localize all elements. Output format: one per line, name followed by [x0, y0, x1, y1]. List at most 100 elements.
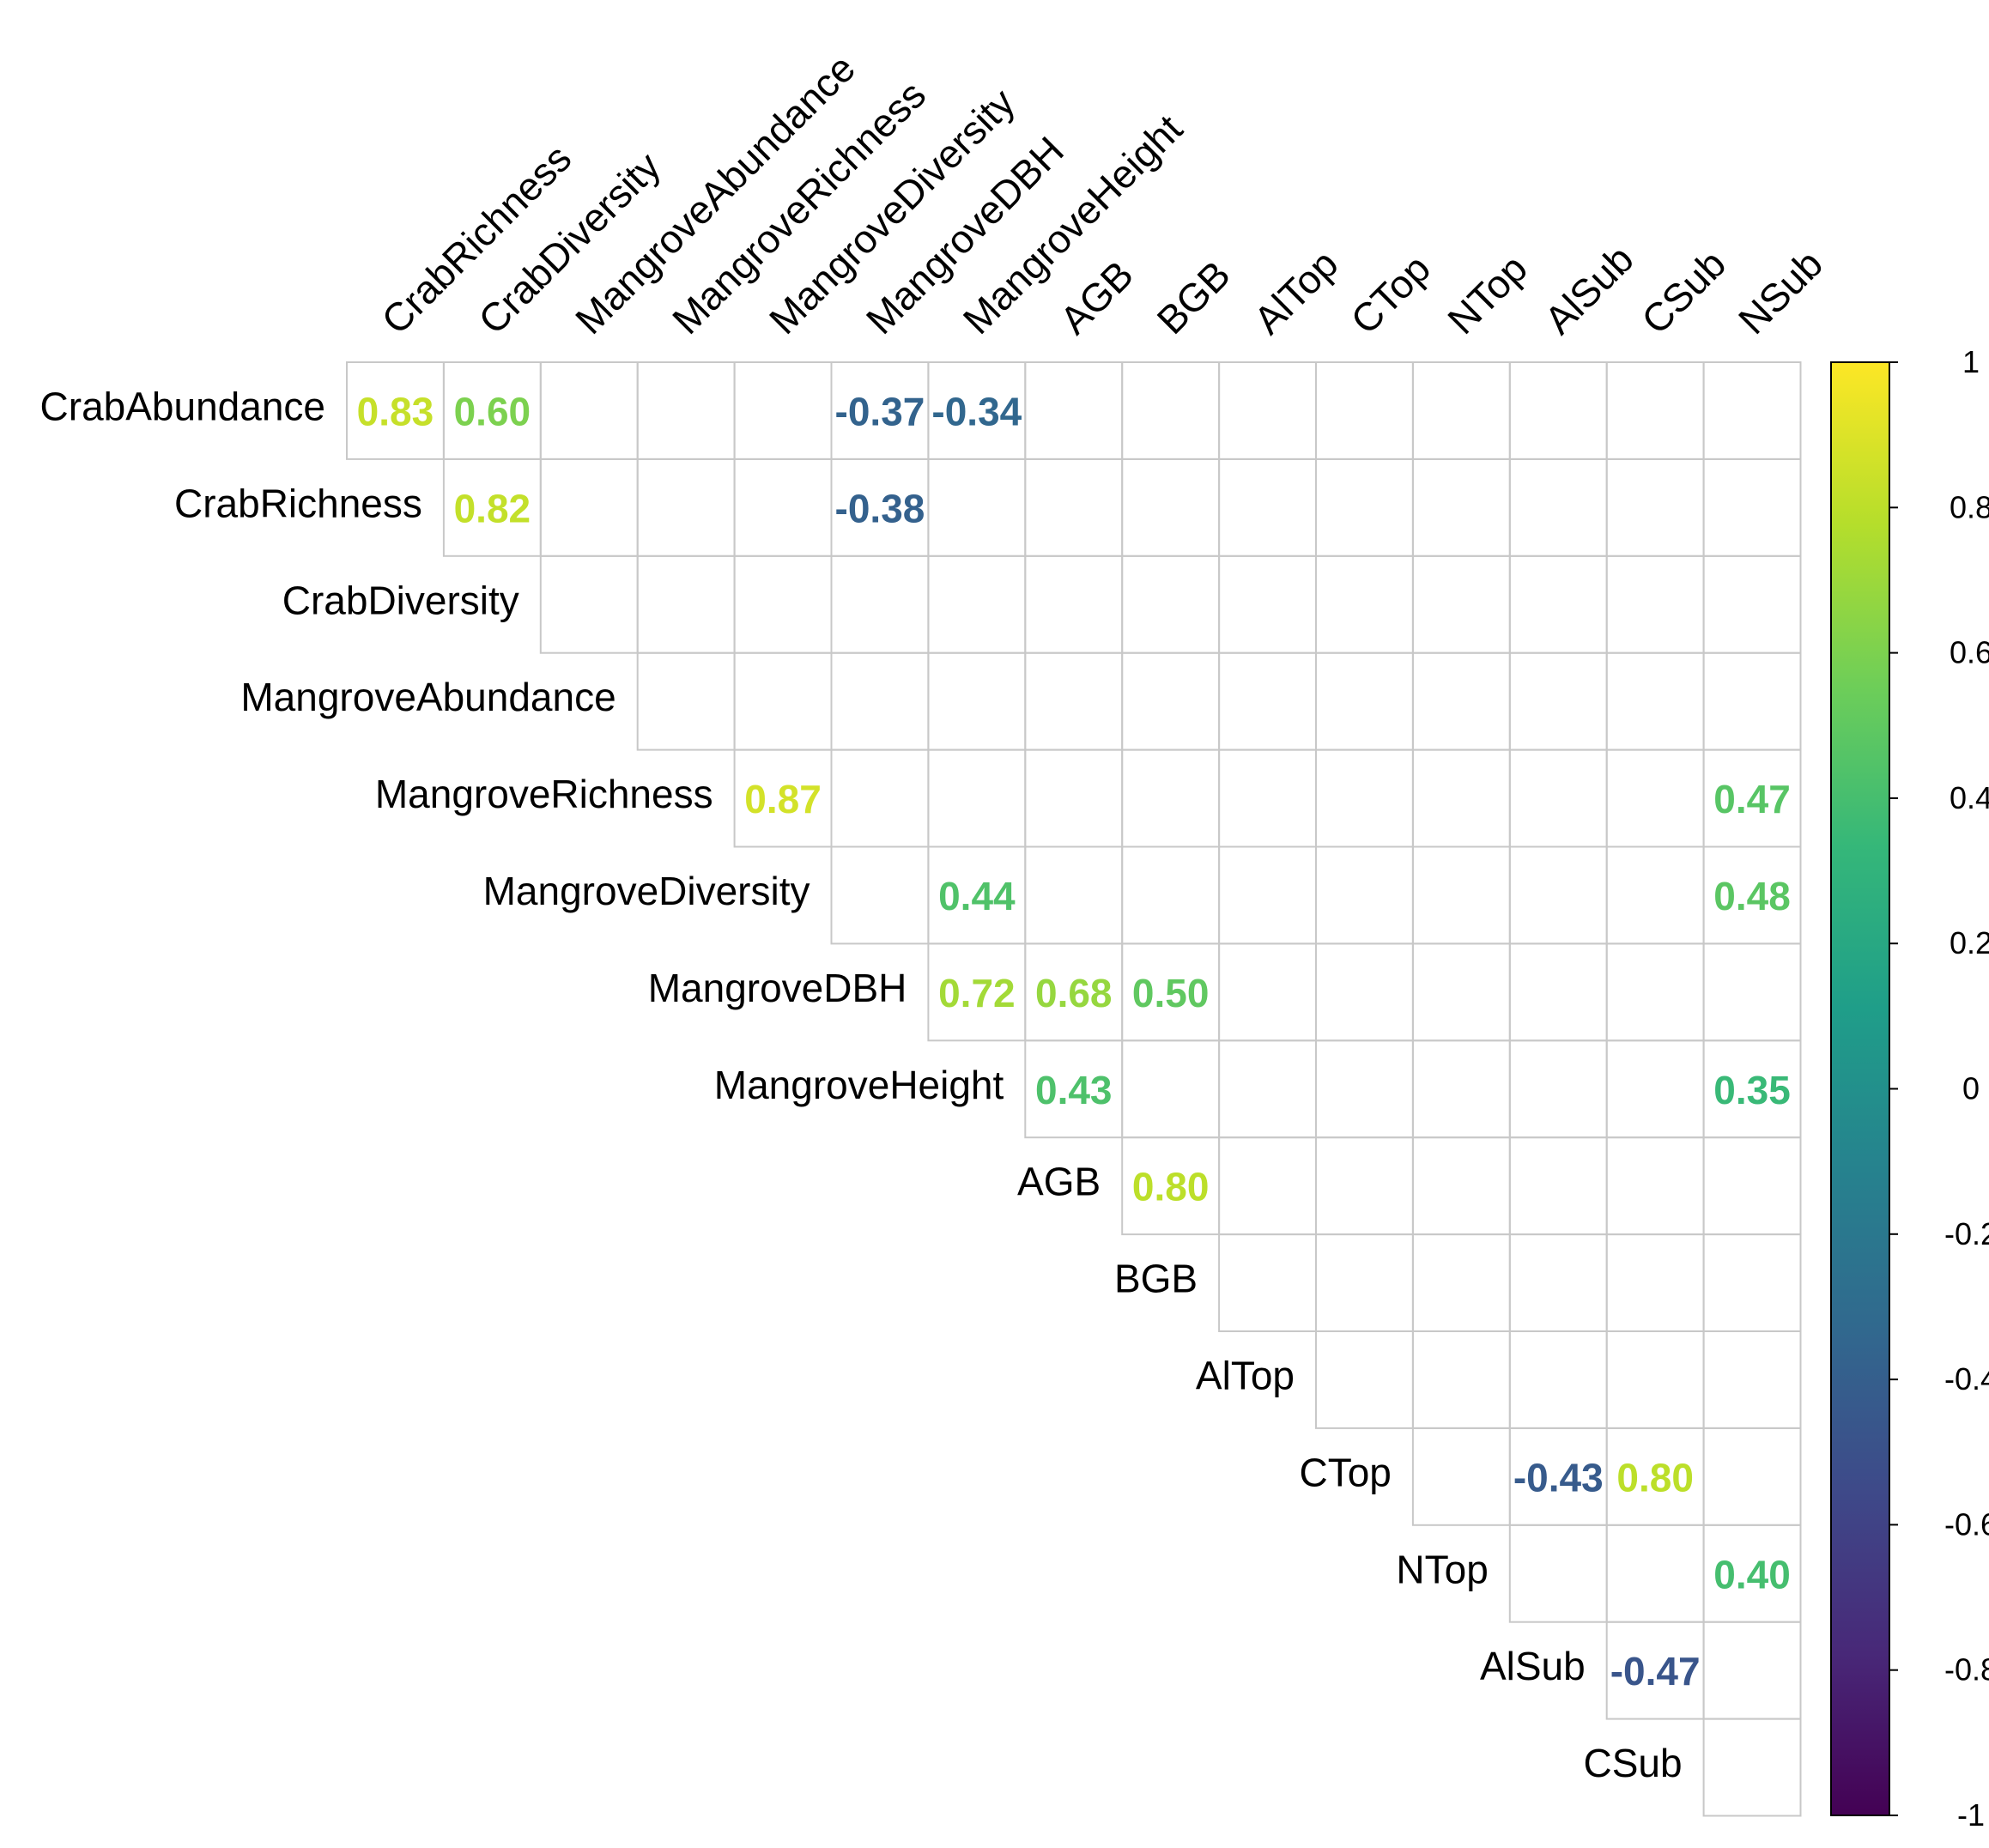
heatmap-cell: [539, 554, 639, 654]
heatmap-cell: [1121, 361, 1221, 460]
cell-value: 0.82: [454, 486, 531, 530]
heatmap-cell: [1218, 942, 1317, 1042]
heatmap-cell: [1315, 1330, 1414, 1429]
heatmap-cell: [1411, 1136, 1511, 1236]
row-label: MangroveHeight: [714, 1063, 1004, 1107]
colorbar-tick-label: -0.6: [1944, 1506, 1989, 1542]
row-label: MangroveAbundance: [240, 675, 615, 719]
heatmap-cell: [1702, 554, 1802, 654]
heatmap-cell: [1702, 1136, 1802, 1236]
column-label: AGB: [1052, 252, 1142, 342]
row-label: MangroveDiversity: [483, 869, 810, 913]
colorbar: 1 0.8 0.6 0.4 0.2 0 -0.2 -0.4 -0.6 -0.8 -1: [1830, 344, 1989, 1833]
row-label: CrabRichness: [174, 481, 422, 525]
colorbar-tick-label: 0.2: [1950, 925, 1989, 960]
heatmap-cell: [1605, 361, 1705, 460]
row-label: CrabAbundance: [40, 384, 325, 428]
heatmap-cell: [1411, 845, 1511, 945]
heatmap-cell: [1702, 1330, 1802, 1429]
heatmap-cell: [1702, 942, 1802, 1042]
row-label: AGB: [1017, 1160, 1101, 1204]
heatmap-cell: [1702, 651, 1802, 751]
heatmap-cell: [1024, 845, 1124, 945]
heatmap-cell: [1121, 1039, 1221, 1139]
heatmap-cell: [1218, 457, 1317, 557]
column-labels: CrabRichnessCrabDiversityMangroveAbundan…: [373, 45, 1831, 342]
cell-value: 0.44: [938, 874, 1016, 918]
heatmap-cell: [1508, 1524, 1608, 1623]
colorbar-tick-label: 0.4: [1950, 780, 1989, 815]
row-label: NTop: [1396, 1547, 1488, 1591]
heatmap-cell: [1508, 942, 1608, 1042]
column-label: AlSub: [1536, 237, 1642, 343]
heatmap-cell: [1508, 457, 1608, 557]
heatmap-cell: [1411, 1039, 1511, 1139]
heatmap-cell: [733, 651, 833, 751]
heatmap-cell: [1315, 457, 1414, 557]
cell-value: 0.47: [1713, 777, 1791, 821]
heatmap-cell: [1218, 1136, 1317, 1236]
heatmap-cell: [1411, 942, 1511, 1042]
heatmap-cell: [927, 651, 1027, 751]
cell-value: 0.35: [1713, 1068, 1791, 1112]
heatmap-cell: [1702, 361, 1802, 460]
heatmap-cell: [1508, 554, 1608, 654]
heatmap-cell: [636, 651, 736, 751]
heatmap-cell: [1121, 554, 1221, 654]
heatmap-cell: [1605, 845, 1705, 945]
heatmap-cell: [1218, 1233, 1317, 1332]
heatmap-cell: [1024, 361, 1124, 460]
heatmap-cell: [539, 361, 639, 460]
heatmap-cell: [1411, 1427, 1511, 1526]
cell-value: -0.47: [1610, 1649, 1701, 1693]
heatmap-cell: [830, 651, 930, 751]
colorbar-tick-label: -0.8: [1944, 1652, 1989, 1687]
heatmap-cell: [1315, 554, 1414, 654]
heatmap-cell: [830, 554, 930, 654]
heatmap-cell: [733, 361, 833, 460]
heatmap-cell: [1508, 748, 1608, 848]
row-labels: CrabAbundance CrabRichness CrabDiversity Ma…: [40, 384, 1683, 1785]
heatmap-cell: [1024, 457, 1124, 557]
heatmap-cell: [1702, 1427, 1802, 1526]
row-label: CTop: [1300, 1450, 1392, 1494]
column-label: CSub: [1633, 241, 1734, 342]
heatmap-cell: [927, 748, 1027, 848]
heatmap-cell: [1121, 457, 1221, 557]
cell-value: 0.68: [1035, 971, 1113, 1015]
heatmap-cell: [1508, 1136, 1608, 1236]
heatmap-cell: [1218, 361, 1317, 460]
heatmap-cell: [1411, 361, 1511, 460]
heatmap-cell: [1508, 845, 1608, 945]
heatmap-cell: [1605, 1330, 1705, 1429]
cell-value: -0.38: [835, 486, 925, 530]
heatmap-cell: [1218, 845, 1317, 945]
heatmap-cell: [1121, 748, 1221, 848]
colorbar-tick-label: -1: [1957, 1797, 1985, 1833]
heatmap-cell: [733, 457, 833, 557]
colorbar-tick-label: 1: [1962, 344, 1980, 379]
heatmap-cell: [1315, 1039, 1414, 1139]
heatmap-cell: [1024, 554, 1124, 654]
row-label: AlSub: [1480, 1644, 1586, 1688]
cell-value: 0.83: [357, 389, 434, 433]
heatmap-cell: [1315, 942, 1414, 1042]
colorbar-tick-label: 0.6: [1950, 635, 1989, 670]
heatmap-cell: [927, 457, 1027, 557]
cell-value: 0.50: [1132, 971, 1210, 1015]
heatmap-cell: [539, 457, 639, 557]
heatmap-cell: [1315, 361, 1414, 460]
heatmap-cell: [927, 554, 1027, 654]
column-label: NSub: [1730, 241, 1831, 342]
colorbar-tick-label: -0.4: [1944, 1361, 1989, 1397]
column-label: NTop: [1439, 245, 1536, 342]
heatmap-cell: [1121, 651, 1221, 751]
cell-value: 0.40: [1713, 1552, 1791, 1597]
heatmap-cell: [1605, 554, 1705, 654]
heatmap-cell: [1605, 1136, 1705, 1236]
cell-value: 0.48: [1713, 874, 1791, 918]
heatmap-cell: [1218, 554, 1317, 654]
cell-value: 0.80: [1132, 1165, 1210, 1209]
heatmap-cell: [1605, 1233, 1705, 1332]
heatmap-cell: [1315, 748, 1414, 848]
